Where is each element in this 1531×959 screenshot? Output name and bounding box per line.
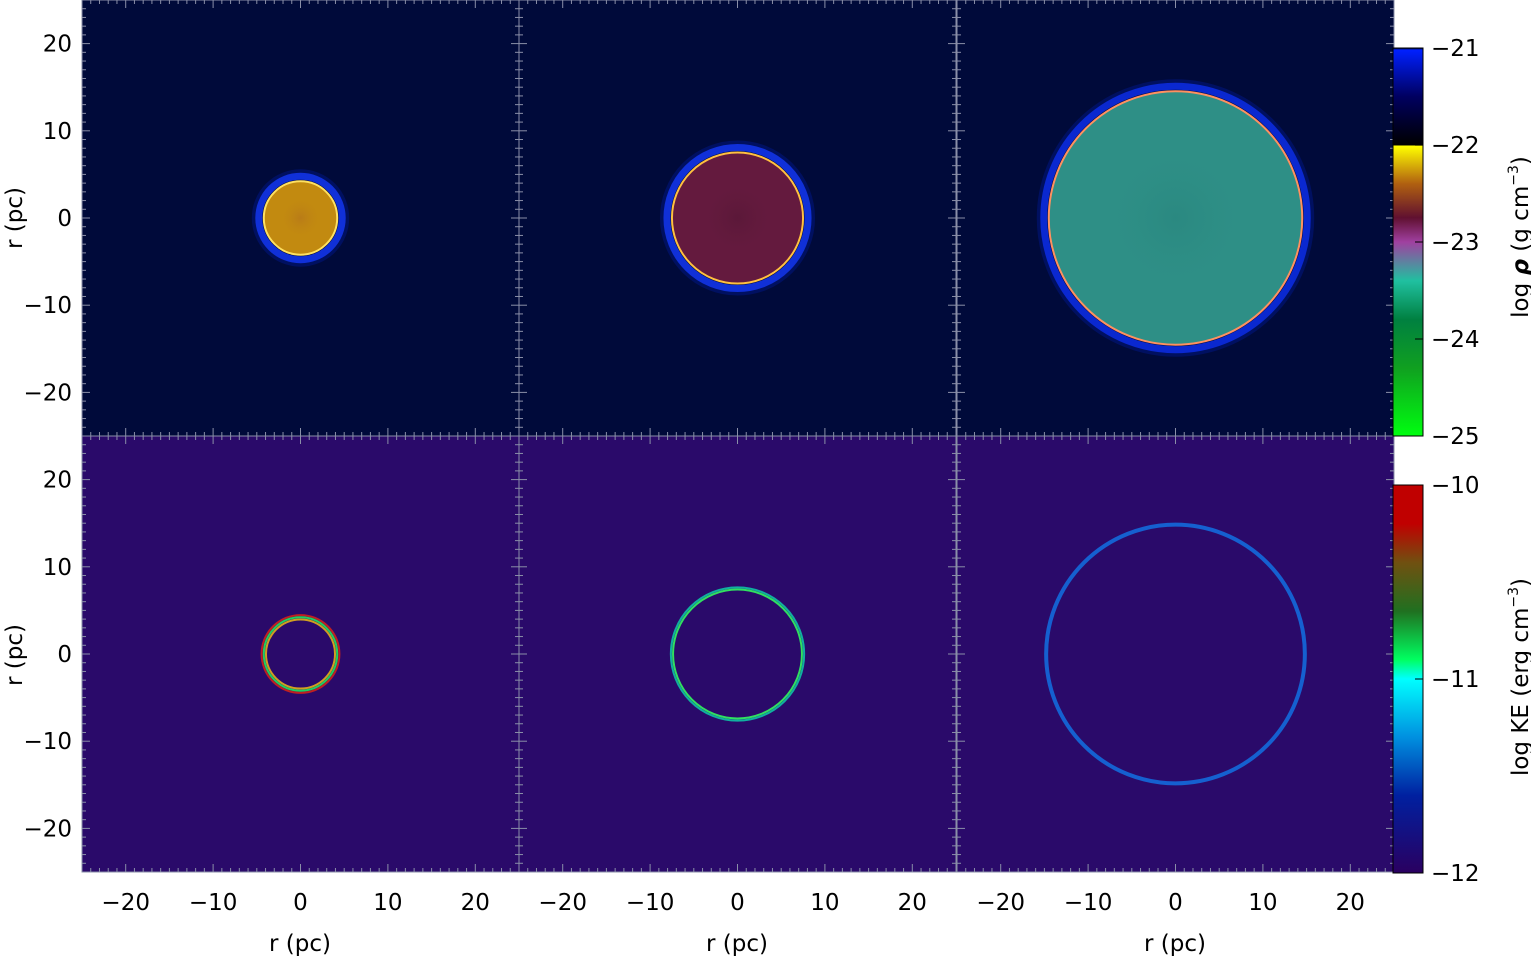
colorbar-title-density: log ρ (g cm−3) — [1506, 156, 1531, 318]
x-axis-title-right: r (pc) — [1144, 931, 1206, 957]
cb-density-part-1: log — [1508, 275, 1531, 317]
cb-ke-part-1: log KE (erg cm — [1508, 608, 1531, 776]
bubble-core — [269, 186, 332, 250]
image-panels — [82, 0, 1394, 872]
y-axis-title-bottom: r (pc) — [2, 624, 28, 686]
bubble-core — [1067, 110, 1284, 326]
outer-halo — [659, 140, 816, 296]
panel-r1-c3 — [957, 0, 1394, 436]
shock-ring — [672, 588, 803, 720]
y-tick-label: 10 — [43, 555, 72, 581]
axis-ticks — [81, 0, 1395, 873]
panel-background — [519, 436, 956, 872]
colorbar-tick-label: −25 — [1431, 424, 1480, 450]
bubble-rim — [670, 151, 805, 285]
cb-density-exponent: −3 — [1506, 165, 1522, 186]
shock-ring — [1044, 522, 1307, 786]
x-tick-label: −20 — [538, 890, 587, 916]
cb-ke-exponent: −3 — [1506, 587, 1522, 608]
colorbars: log ρ (g cm−3) log KE (erg cm−3) −21−22−… — [1392, 36, 1531, 887]
x-axis-title-middle: r (pc) — [706, 931, 768, 957]
panel-r2-c3 — [957, 436, 1394, 872]
y-tick-label: −10 — [23, 293, 72, 319]
bubble-rim — [1047, 90, 1304, 346]
y-axis-title-top: r (pc) — [2, 187, 28, 249]
x-tick-label: 20 — [898, 890, 927, 916]
colorbar-tick-label: −24 — [1431, 327, 1480, 353]
shock-ring — [262, 616, 339, 692]
y-tick-label: −10 — [23, 729, 72, 755]
x-tick-label: 0 — [293, 890, 308, 916]
colorbar-tick-label: −21 — [1431, 36, 1480, 62]
dense-shell — [1040, 82, 1311, 354]
x-tick-label: −10 — [189, 890, 238, 916]
panel-background — [957, 436, 1394, 872]
colorbar-tick-label: −11 — [1431, 667, 1480, 693]
dense-shell — [255, 172, 346, 264]
panel-r1-c1 — [82, 0, 519, 436]
cb-density-part-3: (g cm — [1508, 186, 1531, 259]
shock-ring — [260, 614, 341, 694]
colorbar-tick-label: −10 — [1431, 473, 1480, 499]
shock-ring — [264, 618, 337, 690]
y-tick-label: −20 — [23, 816, 72, 842]
axis-titles: r (pc) r (pc) r (pc) r (pc) r (pc) — [2, 187, 1206, 957]
x-axis-title-left: r (pc) — [269, 931, 331, 957]
x-tick-label: −10 — [1064, 890, 1113, 916]
colorbar-title-ke: log KE (erg cm−3) — [1506, 578, 1531, 776]
panel-r2-c1 — [82, 436, 519, 872]
outer-halo — [1036, 79, 1315, 357]
y-tick-label: 0 — [57, 642, 72, 668]
x-tick-label: 10 — [810, 890, 839, 916]
panel-r2-c2 — [519, 436, 956, 872]
cb-ke-part-3: ) — [1508, 578, 1531, 587]
panel-background — [82, 436, 519, 872]
x-tick-label: −10 — [626, 890, 675, 916]
x-tick-label: 10 — [373, 890, 402, 916]
panel-r1-c2 — [519, 0, 956, 436]
colorbar-tick-label: −22 — [1431, 133, 1480, 159]
colorbar-tick-label: −12 — [1431, 861, 1480, 887]
axis-tick-labels: −20 −10 0 10 20 −20 −10 0 10 20 −20 −10 0 10 20 −20 −10 0… — [23, 32, 1364, 916]
colorbar-tick-label: −23 — [1431, 230, 1480, 256]
outer-halo — [251, 169, 350, 267]
y-tick-label: 20 — [43, 468, 72, 494]
shock-ring — [669, 586, 806, 722]
dense-shell — [663, 143, 812, 293]
bubble-core — [681, 162, 794, 274]
cb-density-rho: ρ — [1508, 258, 1531, 275]
bubble-rim — [262, 180, 339, 256]
y-tick-label: 0 — [57, 206, 72, 232]
x-tick-label: −20 — [101, 890, 150, 916]
x-tick-label: −20 — [976, 890, 1025, 916]
x-tick-label: 0 — [730, 890, 745, 916]
x-tick-label: 0 — [1168, 890, 1183, 916]
y-tick-label: 10 — [43, 119, 72, 145]
y-tick-label: −20 — [23, 380, 72, 406]
x-tick-label: 20 — [461, 890, 490, 916]
x-tick-label: 10 — [1248, 890, 1277, 916]
x-tick-label: 20 — [1336, 890, 1365, 916]
y-tick-label: 20 — [43, 32, 72, 58]
cb-density-part-5: ) — [1508, 156, 1531, 165]
